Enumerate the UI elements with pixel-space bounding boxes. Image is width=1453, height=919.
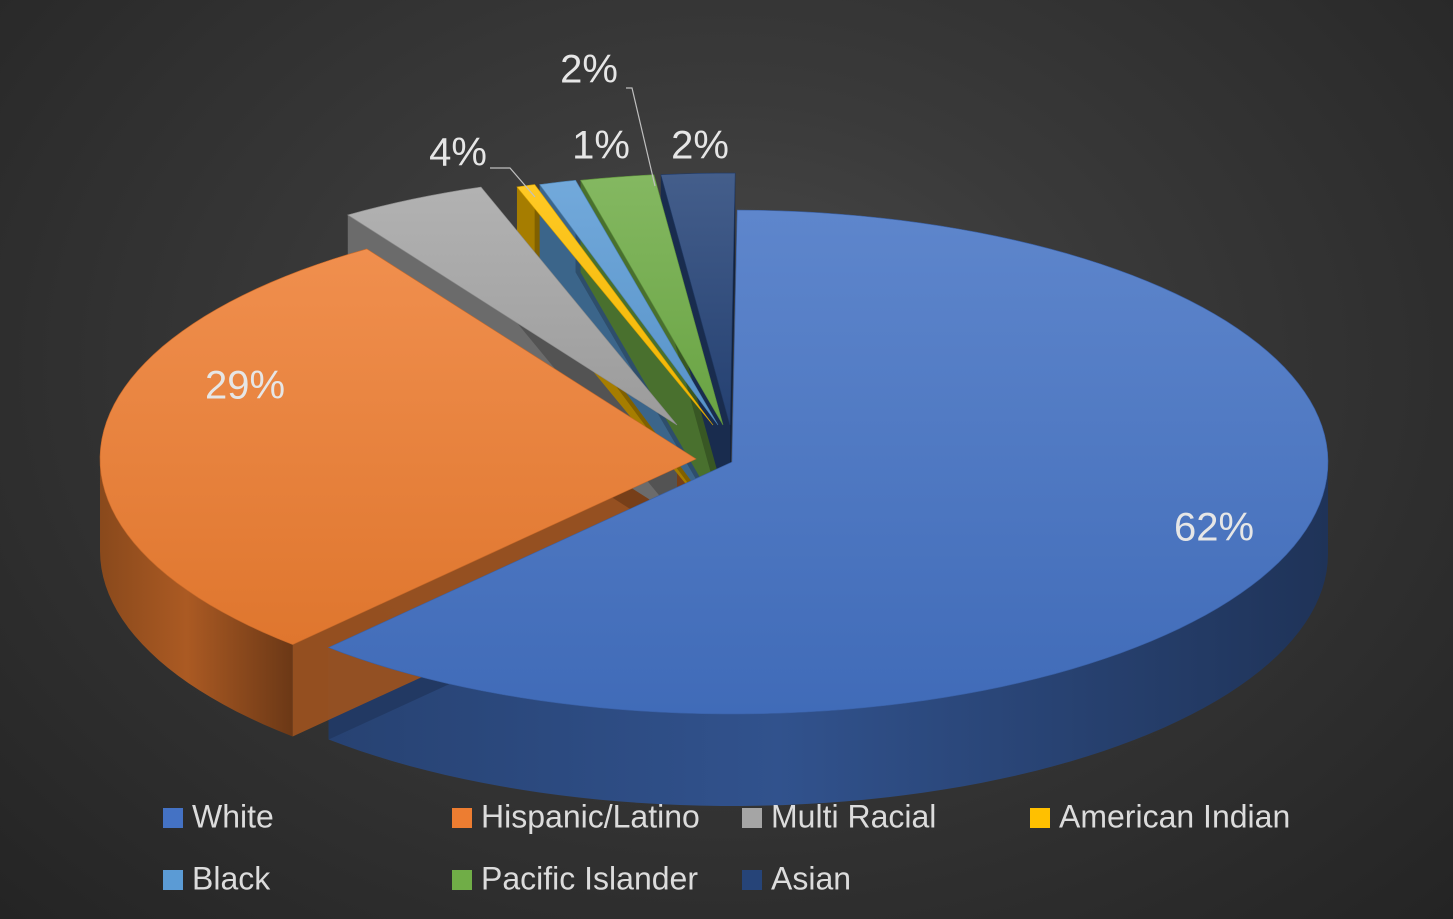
pie-slice-wall	[730, 173, 736, 517]
legend-item: White	[163, 798, 274, 834]
legend-item: Asian	[742, 860, 851, 896]
legend: White Hispanic/Latino Multi Racial American…	[163, 798, 1290, 896]
legend-label: Black	[192, 860, 271, 896]
legend-label: Multi Racial	[771, 798, 936, 834]
pie-slice-hispanic-latino	[99, 248, 697, 645]
legend-label: White	[192, 798, 274, 834]
leader-line	[490, 167, 536, 198]
legend-item: Hispanic/Latino	[452, 798, 700, 834]
legend-label: Hispanic/Latino	[481, 798, 700, 834]
legend-swatch	[452, 808, 472, 828]
data-label: 4%	[429, 131, 487, 175]
slice-sides	[100, 459, 1328, 806]
legend-item: Pacific Islander	[452, 860, 698, 896]
data-labels: 62% 29% 4% 1% 2% 2%	[205, 48, 1254, 550]
pie-slice-black	[539, 179, 719, 426]
pie-slice-white	[327, 209, 1329, 715]
legend-item: Multi Racial	[742, 798, 936, 834]
legend-label: American Indian	[1059, 798, 1290, 834]
pie-slice-asian	[660, 172, 736, 426]
legend-swatch	[742, 870, 762, 890]
pie-slice-multi-racial	[347, 186, 678, 426]
data-label: 2%	[560, 48, 618, 92]
legend-swatch	[163, 808, 183, 828]
leader-line	[626, 87, 656, 187]
data-label: 1%	[572, 124, 630, 168]
pie-slice-side	[100, 459, 293, 737]
legend-swatch	[163, 870, 183, 890]
legend-item: Black	[163, 860, 271, 896]
slice-tops	[99, 172, 1329, 715]
legend-swatch	[1030, 808, 1050, 828]
data-label: 2%	[671, 124, 729, 168]
pie-slice-pacific-islander	[580, 174, 724, 426]
legend-item: American Indian	[1030, 798, 1290, 834]
legend-label: Asian	[771, 860, 851, 896]
legend-label: Pacific Islander	[481, 860, 698, 896]
pie-slice-side	[328, 462, 1328, 806]
legend-swatch	[742, 808, 762, 828]
leader-lines	[490, 87, 656, 198]
data-label: 29%	[205, 364, 285, 408]
data-label: 62%	[1174, 506, 1254, 550]
legend-swatch	[452, 870, 472, 890]
